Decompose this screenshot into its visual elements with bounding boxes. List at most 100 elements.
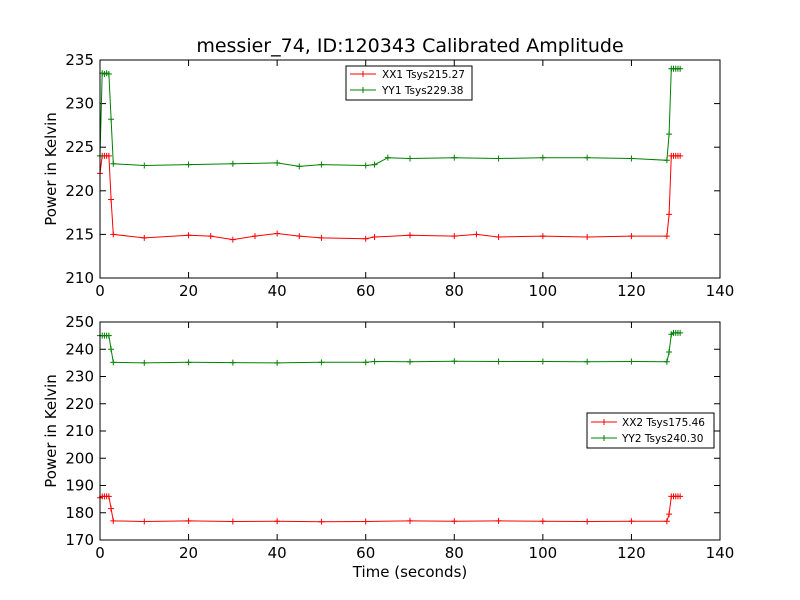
chart-title: messier_74, ID:120343 Calibrated Amplitu… [196, 35, 623, 57]
legend-label-yy1: YY1 Tsys229.38 [381, 85, 463, 97]
x-tick-label: 80 [445, 282, 464, 300]
series-line-1-0 [99, 495, 681, 523]
data-point [141, 162, 148, 169]
data-point [229, 236, 236, 243]
legend-entry-yy1: YY1 Tsys229.38 [350, 85, 463, 97]
y-tick-label: 170 [65, 531, 94, 549]
data-point [110, 160, 117, 167]
data-point [407, 155, 413, 162]
data-point [473, 231, 480, 238]
data-point [229, 518, 236, 525]
data-point [185, 359, 192, 366]
legend-marker [601, 419, 607, 425]
x-ticks-top: 0 20 40 60 80 100 120 140 [95, 60, 734, 300]
data-point [628, 233, 635, 240]
data-point [252, 233, 258, 240]
data-point [451, 233, 458, 240]
data-point [274, 359, 281, 366]
y-axis-label-top: Power in Kelvin [42, 112, 60, 226]
data-point [666, 511, 673, 518]
data-point [451, 518, 458, 525]
subplot-bottom: Power in Kelvin Time (seconds) 0 20 40 60 80… [42, 313, 734, 581]
data-point [110, 231, 117, 238]
data-point [663, 518, 670, 525]
x-tick-label: 80 [445, 544, 464, 562]
data-point [105, 493, 112, 500]
data-point [495, 234, 502, 241]
y-tick-label: 240 [65, 340, 94, 358]
data-point [362, 359, 369, 366]
y-ticks-bottom: 170 180 190 200 210 220 230 240 250 [65, 313, 720, 549]
x-tick-label: 120 [617, 282, 646, 300]
x-tick-label: 20 [179, 544, 198, 562]
data-point [451, 358, 458, 365]
data-point [274, 518, 281, 525]
x-tick-label: 100 [529, 282, 558, 300]
y-tick-label: 230 [65, 95, 94, 113]
data-point [663, 358, 670, 365]
legend-box-top [345, 65, 473, 101]
legend-marker [360, 87, 366, 93]
data-point [628, 358, 635, 365]
legend-label-yy2: YY2 Tsys240.30 [621, 433, 703, 445]
data-point [451, 154, 458, 161]
data-point [105, 332, 112, 339]
y-tick-label: 235 [65, 51, 94, 69]
data-point [371, 358, 378, 365]
data-point [584, 358, 591, 365]
data-point [108, 346, 115, 353]
data-point [584, 234, 591, 241]
series-markers-0-1 [97, 65, 684, 170]
data-point [666, 348, 673, 355]
data-point [141, 359, 148, 366]
data-point [274, 230, 281, 237]
data-point [105, 70, 112, 77]
y-tick-label: 180 [65, 504, 94, 522]
x-tick-label: 60 [356, 282, 375, 300]
data-point [628, 518, 635, 525]
y-tick-label: 220 [65, 395, 94, 413]
data-point [407, 517, 413, 524]
data-point [108, 196, 115, 203]
y-tick-label: 200 [65, 449, 94, 467]
x-tick-label: 140 [706, 282, 735, 300]
data-point [296, 163, 303, 170]
data-point [362, 235, 369, 242]
data-point [185, 517, 192, 524]
data-point [677, 152, 684, 159]
y-tick-label: 250 [65, 313, 94, 331]
data-point [108, 505, 115, 512]
legend-bottom: XX2 Tsys175.46 YY2 Tsys240.30 [586, 412, 715, 449]
y-tick-label: 230 [65, 368, 94, 386]
series-layer-top [97, 65, 684, 243]
data-point [274, 159, 281, 166]
y-tick-label: 210 [65, 422, 94, 440]
data-point [666, 131, 673, 138]
x-tick-label: 0 [95, 282, 105, 300]
x-ticks-bottom: 0 20 40 60 80 100 120 140 [95, 322, 734, 562]
data-point [362, 518, 369, 525]
legend-marker [360, 71, 366, 77]
y-ticks-top: 210 215 220 225 230 235 [65, 51, 720, 287]
plot-frame-top [99, 59, 721, 279]
data-point [185, 161, 192, 168]
data-point [318, 518, 325, 525]
y-tick-label: 220 [65, 182, 94, 200]
data-point [677, 329, 684, 336]
data-point [185, 232, 192, 239]
legend-marker [601, 435, 607, 441]
data-point [495, 155, 502, 162]
data-point [539, 233, 546, 240]
x-tick-label: 40 [268, 544, 287, 562]
y-tick-label: 210 [65, 269, 94, 287]
legend-entry-xx2: XX2 Tsys175.46 [591, 417, 705, 429]
data-point [318, 234, 325, 241]
data-point [539, 518, 546, 525]
data-point [141, 518, 148, 525]
y-tick-label: 190 [65, 477, 94, 495]
series-markers-1-0 [97, 493, 684, 525]
x-tick-label: 20 [179, 282, 198, 300]
data-point [371, 234, 378, 241]
data-point [666, 211, 673, 218]
legend-label-xx1: XX1 Tsys215.27 [382, 69, 465, 81]
